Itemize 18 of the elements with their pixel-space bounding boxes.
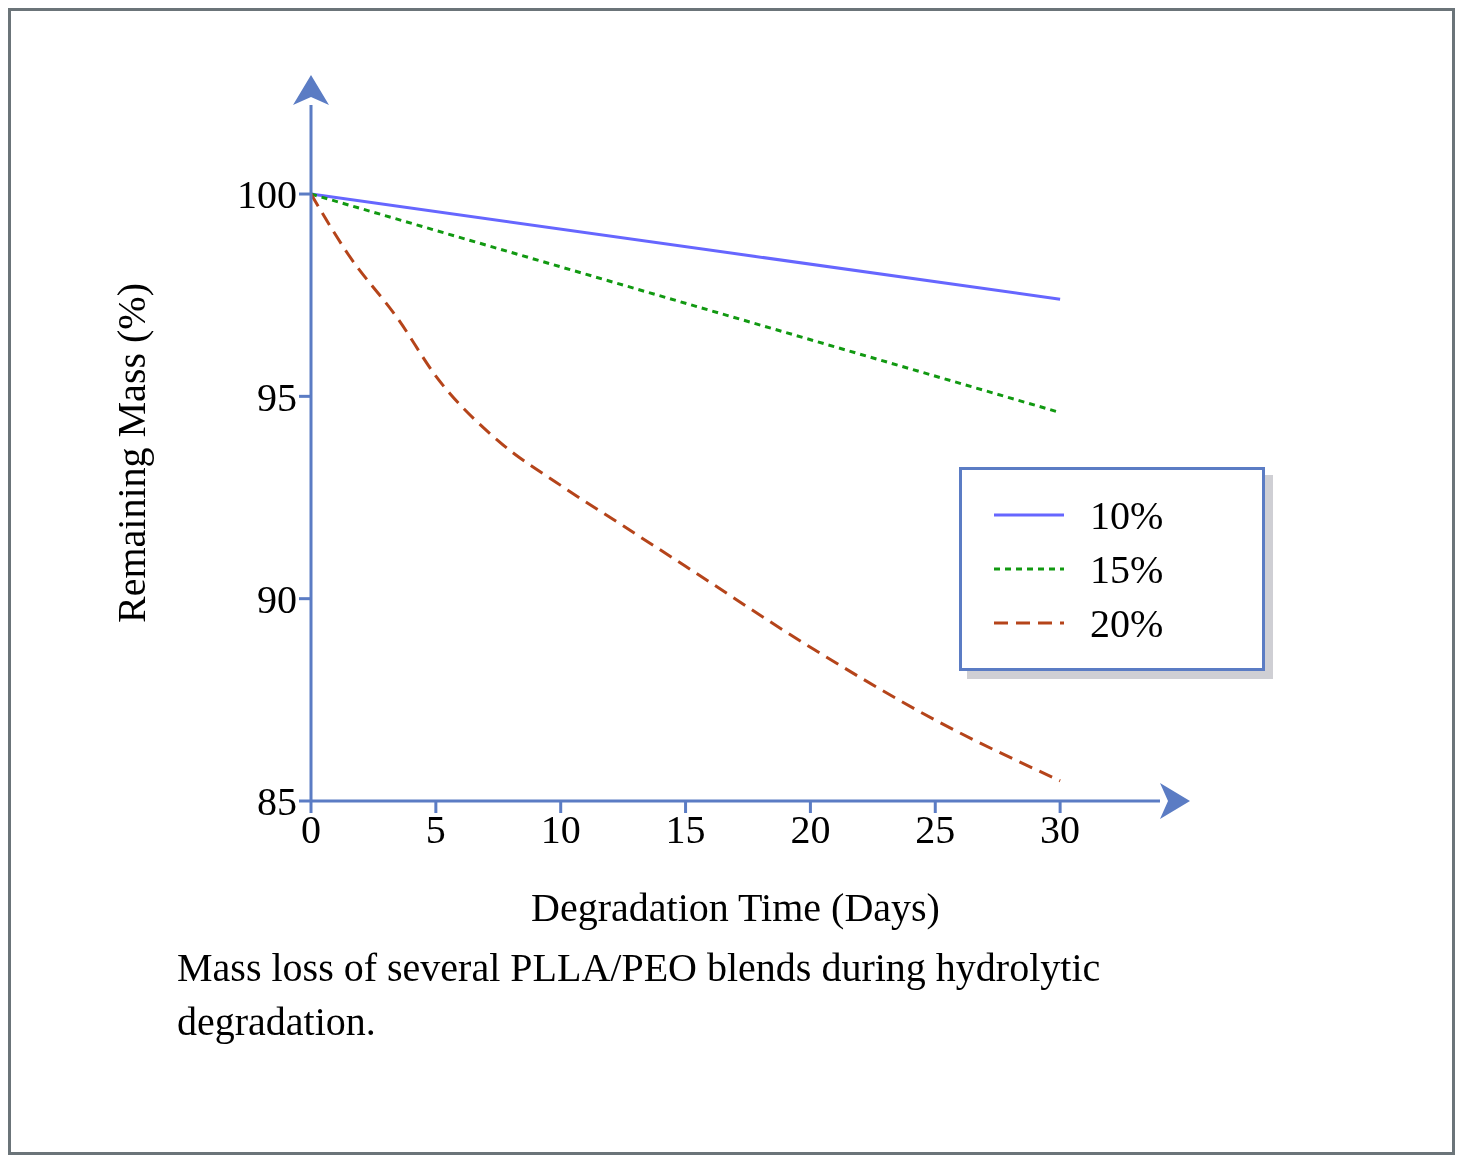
x-tick-label: 0 <box>301 807 321 853</box>
legend-label: 15% <box>1090 545 1164 593</box>
y-tick-label: 90 <box>257 576 297 622</box>
y-tick-label: 95 <box>257 374 297 420</box>
x-tick-label: 15 <box>665 807 706 853</box>
y-tick-label: 85 <box>257 779 297 825</box>
y-axis-title: Remaining Mass (%) <box>109 283 155 623</box>
x-tick-label: 30 <box>1040 807 1081 853</box>
legend-label: 20% <box>1090 599 1164 647</box>
x-axis-title: Degradation Time (Days) <box>531 885 940 930</box>
x-tick-label: 25 <box>915 807 956 853</box>
text: Mass loss of several PLLA/PEO blends during hydrolytic degradation. <box>177 944 1102 1046</box>
x-tick-label: 5 <box>425 807 446 853</box>
x-tick-label: 10 <box>540 807 581 853</box>
y-tick-label: 100 <box>237 172 297 218</box>
line-series <box>311 192 1062 783</box>
legend-label: 10% <box>1090 491 1164 539</box>
x-tick-label: 20 <box>790 807 831 853</box>
